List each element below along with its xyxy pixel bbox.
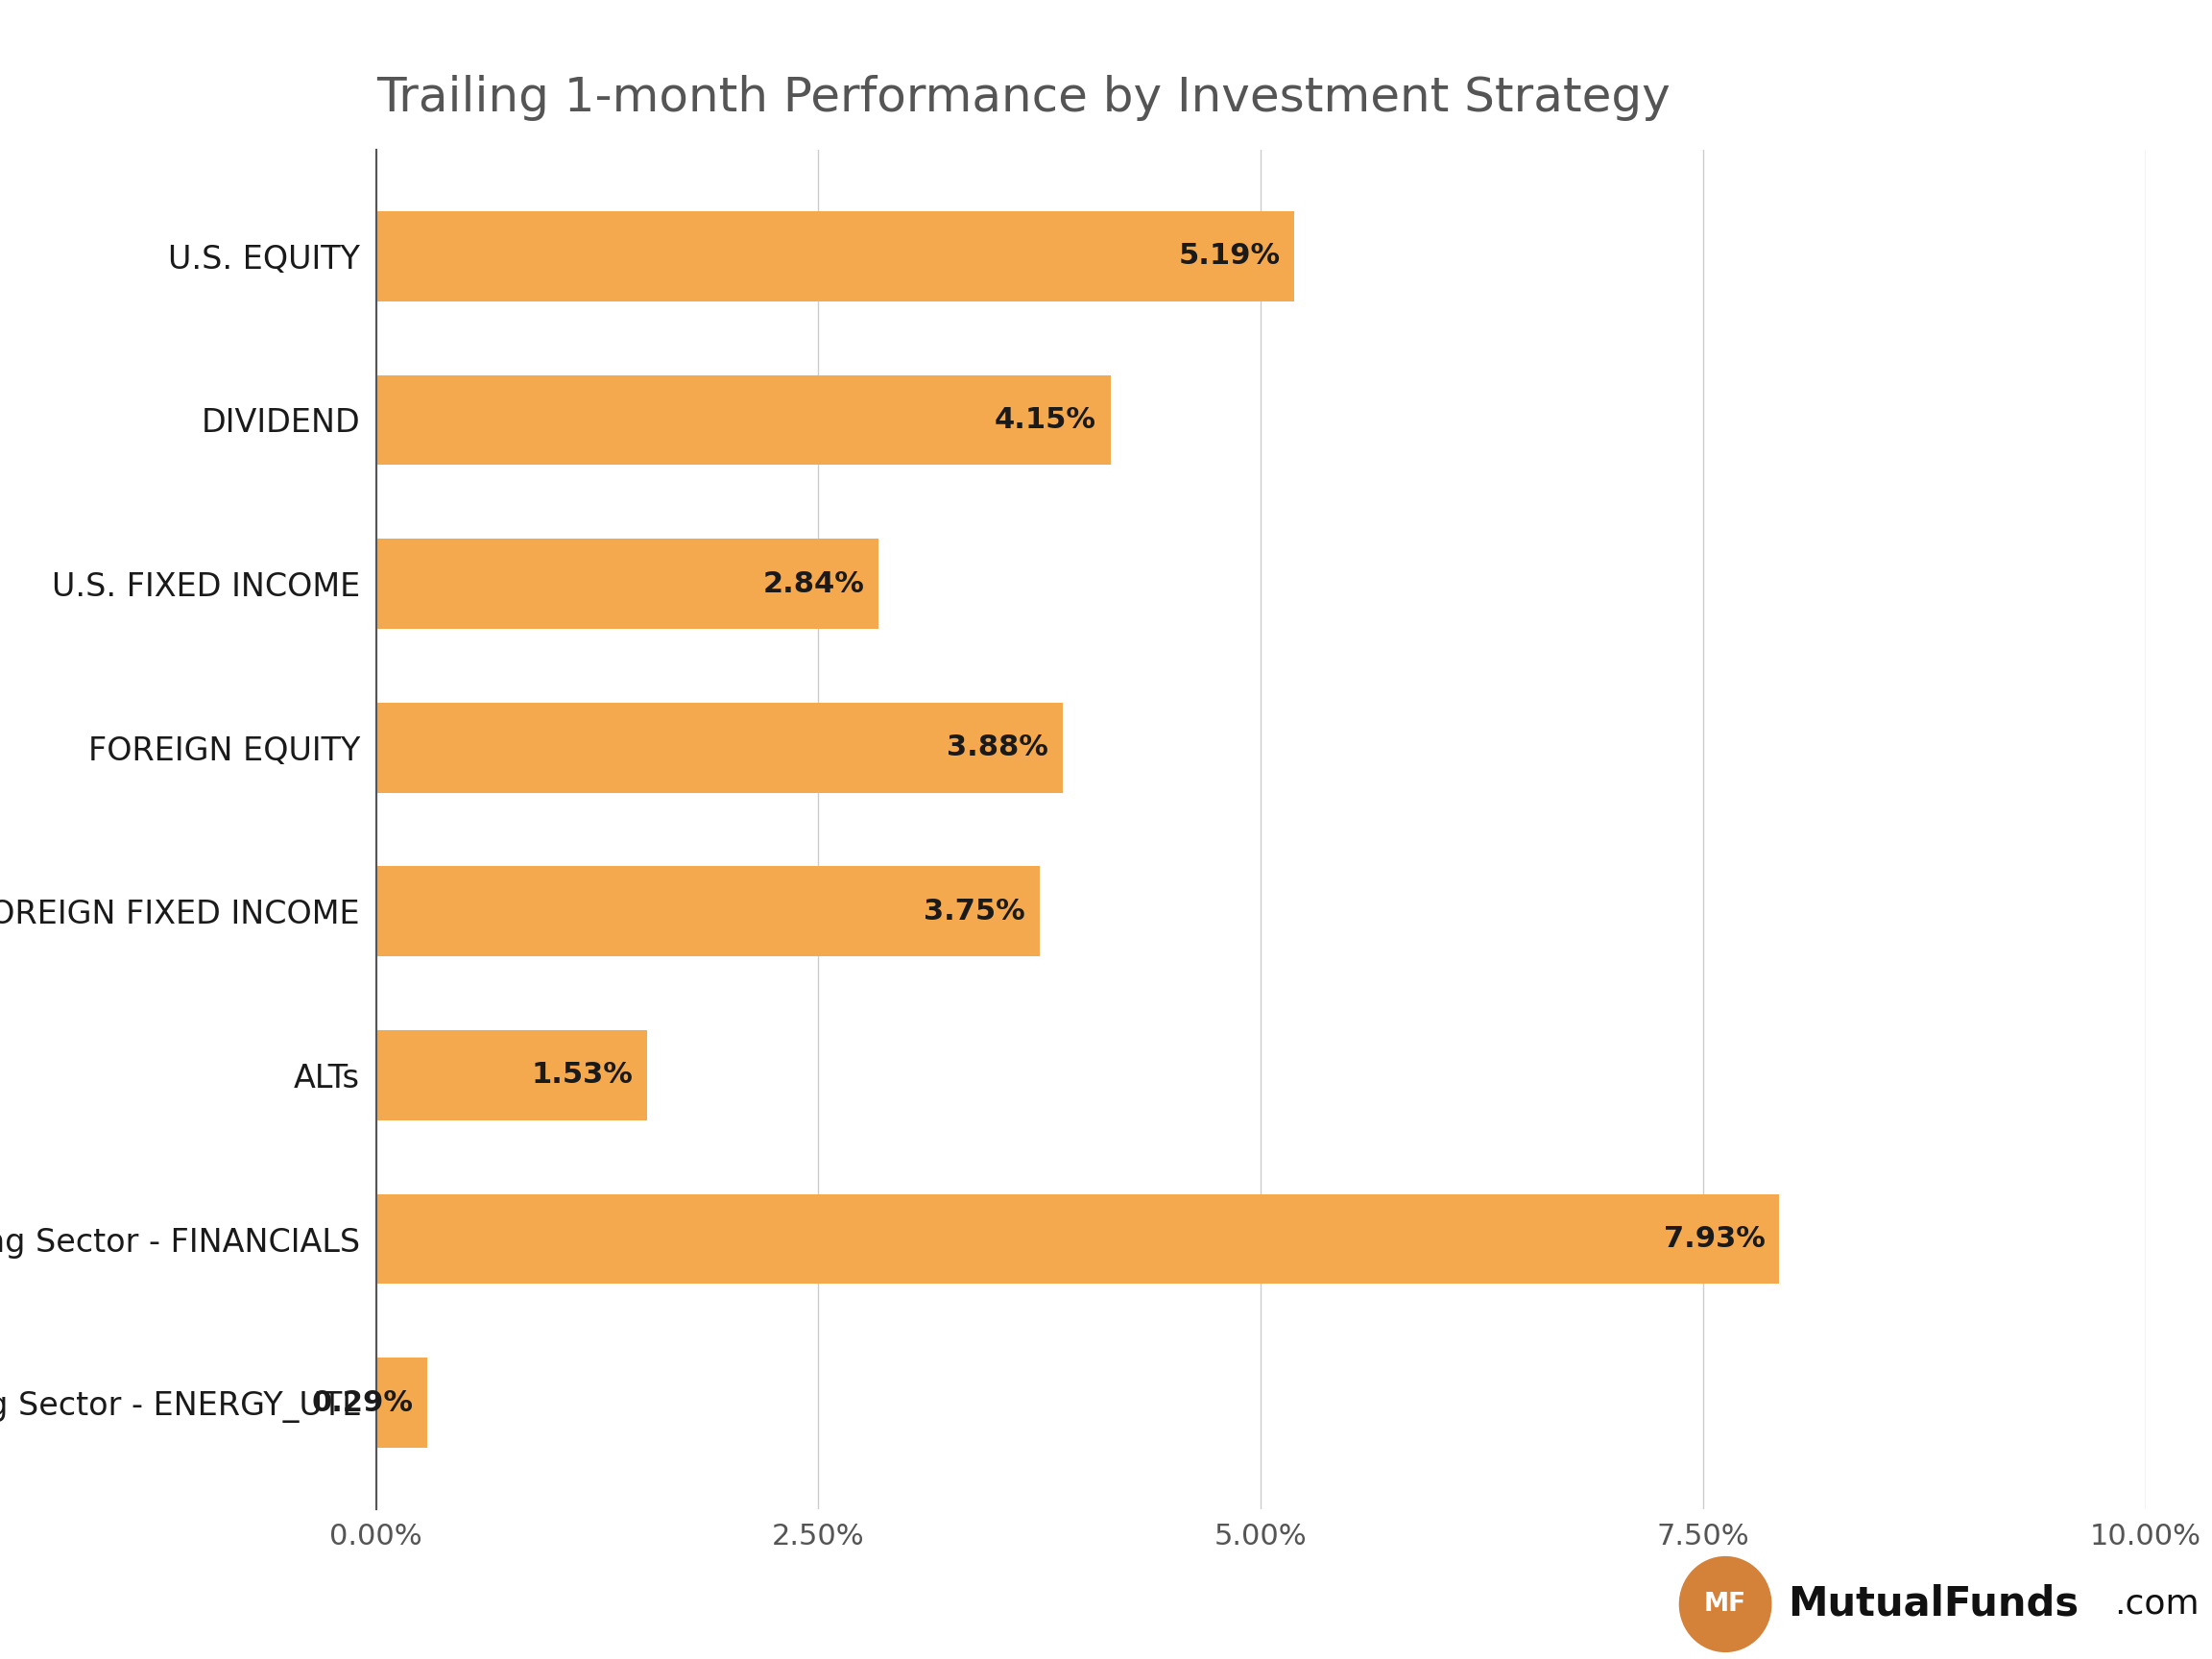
Bar	[376, 1357, 427, 1448]
Bar	[376, 866, 1040, 957]
Text: Trailing 1-month Performance by Investment Strategy: Trailing 1-month Performance by Investme…	[376, 75, 1670, 121]
Text: 2.84%: 2.84%	[763, 571, 865, 597]
Text: 4.15%: 4.15%	[995, 406, 1097, 435]
Text: .com: .com	[2115, 1588, 2199, 1621]
Text: MF: MF	[1703, 1591, 1747, 1618]
Text: 5.19%: 5.19%	[1179, 242, 1281, 270]
Text: 3.88%: 3.88%	[947, 733, 1048, 761]
Text: 1.53%: 1.53%	[531, 1062, 633, 1088]
Text: 7.93%: 7.93%	[1663, 1224, 1765, 1253]
Bar	[376, 211, 1294, 302]
Bar	[376, 1194, 1778, 1284]
Text: 0.29%: 0.29%	[312, 1389, 414, 1417]
Bar	[376, 375, 1110, 465]
Bar	[376, 1030, 646, 1120]
Bar	[376, 702, 1062, 793]
Text: MutualFunds: MutualFunds	[1787, 1584, 2079, 1624]
Bar	[376, 539, 878, 629]
Text: 3.75%: 3.75%	[925, 898, 1026, 926]
